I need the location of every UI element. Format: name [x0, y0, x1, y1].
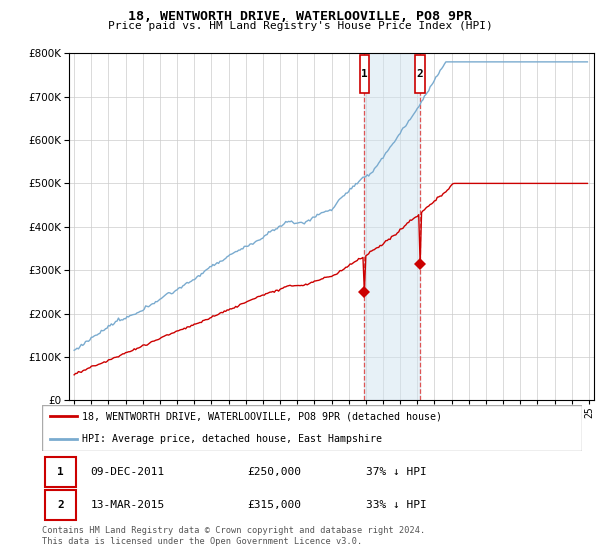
Bar: [45, 457, 76, 487]
Text: 13-MAR-2015: 13-MAR-2015: [91, 500, 165, 510]
Text: Price paid vs. HM Land Registry's House Price Index (HPI): Price paid vs. HM Land Registry's House …: [107, 21, 493, 31]
Text: 37% ↓ HPI: 37% ↓ HPI: [366, 467, 427, 477]
Text: 2: 2: [57, 500, 64, 510]
FancyBboxPatch shape: [42, 405, 582, 451]
Text: 09-DEC-2011: 09-DEC-2011: [91, 467, 165, 477]
Text: 1: 1: [361, 69, 368, 79]
Text: 18, WENTWORTH DRIVE, WATERLOOVILLE, PO8 9PR: 18, WENTWORTH DRIVE, WATERLOOVILLE, PO8 …: [128, 10, 472, 23]
Bar: [364, 53, 420, 400]
Text: 2: 2: [417, 69, 424, 79]
Bar: [359, 55, 369, 93]
Text: £315,000: £315,000: [247, 500, 301, 510]
Text: 33% ↓ HPI: 33% ↓ HPI: [366, 500, 427, 510]
Text: Contains HM Land Registry data © Crown copyright and database right 2024.
This d: Contains HM Land Registry data © Crown c…: [42, 526, 425, 546]
Text: HPI: Average price, detached house, East Hampshire: HPI: Average price, detached house, East…: [83, 435, 383, 444]
Bar: [45, 490, 76, 520]
Text: 1: 1: [57, 467, 64, 477]
Text: £250,000: £250,000: [247, 467, 301, 477]
Bar: [415, 55, 425, 93]
Text: 18, WENTWORTH DRIVE, WATERLOOVILLE, PO8 9PR (detached house): 18, WENTWORTH DRIVE, WATERLOOVILLE, PO8 …: [83, 412, 443, 421]
